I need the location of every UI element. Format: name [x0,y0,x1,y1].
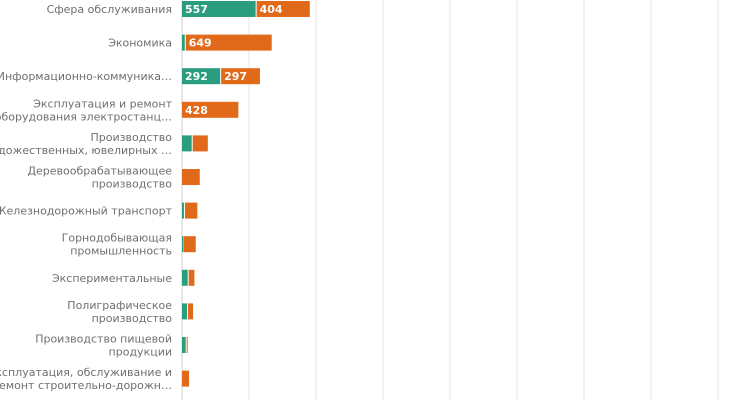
category-label: Экспериментальные [52,272,172,285]
bar-segment [182,303,188,320]
bar-value-label: 292 [185,70,208,83]
bar-segment [184,202,198,219]
category-label: Горнодобывающая промышленность [62,232,172,258]
category-label: Полиграфическое производство [67,299,172,325]
category-label: Эксплуатация и ремонт оборудования электр… [0,97,173,123]
bar-segment [182,34,185,51]
bar-segment [182,236,183,253]
category-label: Производство художественных, ювелирных … [0,131,172,157]
bar-segment [192,135,208,152]
category-label: Производство пищевой продукции [35,333,172,359]
bar-value-label: 428 [185,104,208,117]
bar-segment [182,101,239,118]
category-label: Эксплуатация, обслуживание и ремонт строи… [0,366,172,392]
category-label: Информационно-коммуника… [0,70,172,83]
bar-segment [182,337,186,353]
category-label: Сфера обслуживания [47,3,172,16]
bar-segment [182,269,188,286]
bars: 557 404 649 292 297 428 [182,1,310,387]
bar-segment [186,337,188,353]
bar-segment [182,169,200,185]
bar-segment [182,1,256,17]
bar-segment [185,34,272,51]
bar-segment [183,236,196,253]
bar-value-label: 557 [185,3,208,16]
grid-lines [181,0,719,400]
bar-segment [182,370,190,387]
bar-segment [256,1,310,17]
category-labels: Сфера обслуживания Экономика Информационно… [0,3,173,392]
bar-segment [188,269,195,286]
bar-segment [188,303,194,320]
bar-segment [221,68,260,85]
bar-value-label: 649 [189,37,212,50]
bar-segment [182,135,192,152]
category-label: Железнодорожный транспорт [0,205,173,218]
category-label: Экономика [108,37,172,50]
bar-segment [182,68,221,85]
category-label: Деревообрабатывающее производство [27,165,172,191]
bar-segment [182,202,184,219]
bar-value-label: 297 [224,70,247,83]
bar-value-label: 404 [260,3,283,16]
